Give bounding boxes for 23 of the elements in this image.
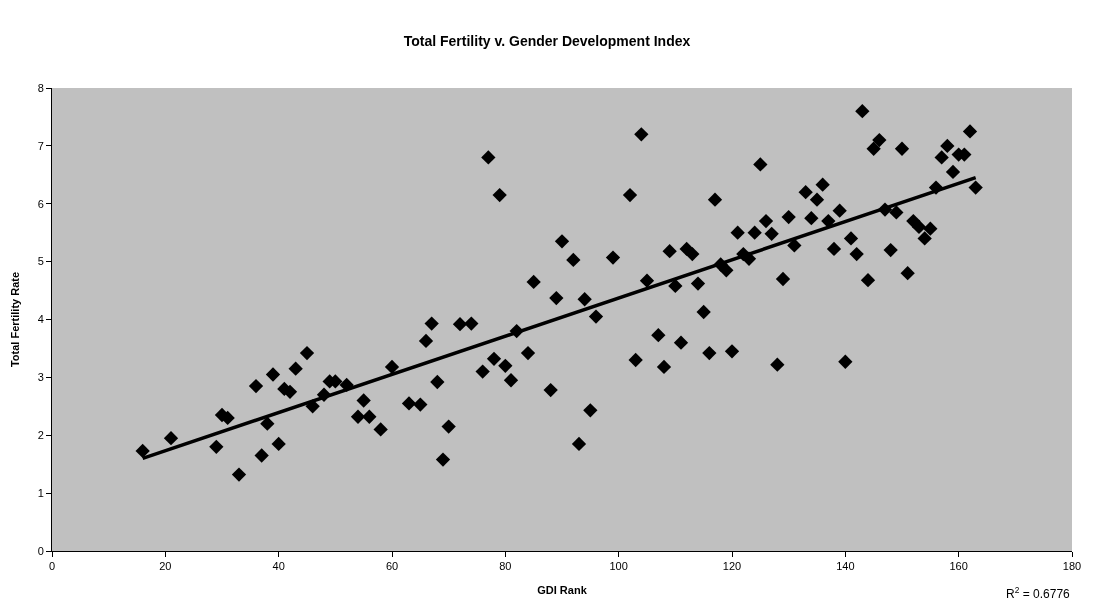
x-tick-label: 180 (1062, 560, 1082, 573)
y-tick-label: 6 (37, 197, 44, 210)
chart-title: Total Fertility v. Gender Development Index (403, 33, 691, 50)
x-tick-label: 80 (499, 560, 512, 573)
x-tick-label: 40 (272, 560, 285, 573)
text: R$^{2}$ = 0.6776 (1006, 585, 1071, 602)
x-tick-label: 120 (722, 560, 742, 573)
x-tick-label: 60 (385, 560, 399, 573)
y-tick-label: 8 (37, 81, 44, 94)
x-tick-label: 140 (836, 560, 855, 573)
y-tick-label: 1 (37, 486, 44, 499)
y-axis-title: Total Fertility Rate (9, 271, 22, 368)
y-tick-label: 4 (37, 313, 44, 326)
x-tick-label: 20 (159, 560, 172, 573)
y-tick-label: 3 (37, 371, 44, 384)
y-tick-label: 0 (37, 544, 44, 557)
x-axis-title: GDI Rank (537, 584, 588, 597)
x-tick-label: 100 (609, 560, 628, 573)
x-tick-label: 160 (949, 560, 968, 573)
y-tick-label: 7 (37, 139, 44, 152)
y-tick-label: 2 (37, 429, 44, 442)
x-tick-label: 0 (48, 560, 56, 573)
y-tick-label: 5 (37, 255, 44, 268)
